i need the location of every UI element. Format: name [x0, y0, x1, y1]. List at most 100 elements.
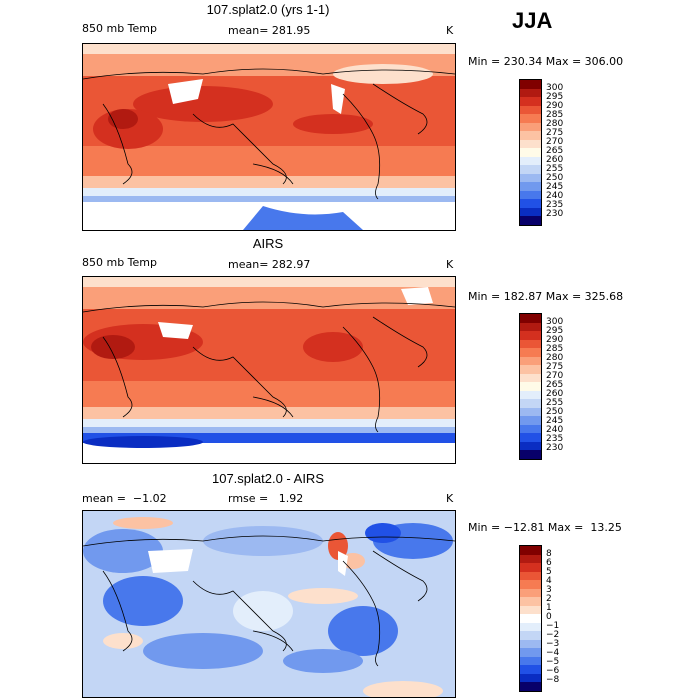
- colorbar-swatch: [520, 554, 541, 564]
- colorbar-tick: 240: [546, 191, 564, 201]
- colorbar-swatch: [520, 571, 541, 581]
- map-panel: [82, 276, 456, 464]
- colorbar-swatch: [520, 639, 541, 649]
- colorbar-swatch: [520, 373, 541, 383]
- colorbar-tick: −6: [546, 666, 560, 676]
- colorbar-tick: −2: [546, 630, 560, 640]
- colorbar-swatch: [520, 382, 541, 392]
- colorbar-tick: −4: [546, 648, 560, 658]
- colorbar-swatch: [520, 339, 541, 349]
- colorbar-labels: 8 6 5 4 3 2 1 0 −1 −2 −3 −4 −5 −6 −8: [546, 545, 586, 690]
- colorbar-swatch: [520, 156, 541, 166]
- colorbar-swatch: [520, 322, 541, 332]
- colorbar-swatch: [520, 114, 541, 124]
- colorbar-swatch: [520, 173, 541, 183]
- colorbar-tick: 230: [546, 209, 564, 219]
- colorbar-swatch: [520, 416, 541, 426]
- colorbar-swatch: [520, 216, 541, 226]
- colorbar-tick: 300: [546, 83, 564, 93]
- colorbar-swatch: [520, 614, 541, 624]
- colorbar-tick: 255: [546, 164, 564, 174]
- colorbar-tick: 1: [546, 603, 552, 613]
- colorbar-tick: 245: [546, 182, 564, 192]
- colorbar-tick: 3: [546, 585, 552, 595]
- map-panel: [82, 510, 456, 698]
- colorbar: [519, 79, 542, 226]
- colorbar-swatch: [520, 165, 541, 175]
- colorbar-swatch: [520, 682, 541, 692]
- colorbar-tick: −3: [546, 639, 560, 649]
- colorbar-tick: 2: [546, 594, 552, 604]
- colorbar-swatch: [520, 365, 541, 375]
- colorbar-tick: −1: [546, 621, 560, 631]
- colorbar-tick: 250: [546, 173, 564, 183]
- panel-title: AIRS: [252, 236, 284, 251]
- colorbar-tick: 285: [546, 344, 564, 354]
- colorbar-tick: 250: [546, 407, 564, 417]
- units-label: K: [446, 24, 454, 37]
- colorbar-swatch: [520, 148, 541, 158]
- colorbar-tick: 265: [546, 380, 564, 390]
- colorbar-tick: 275: [546, 362, 564, 372]
- colorbar-tick: 290: [546, 101, 564, 111]
- colorbar-swatch: [520, 348, 541, 358]
- colorbar-swatch: [520, 190, 541, 200]
- colorbar-tick: 295: [546, 326, 564, 336]
- colorbar-swatch: [520, 588, 541, 598]
- colorbar-tick: 280: [546, 119, 564, 129]
- colorbar-tick: 290: [546, 335, 564, 345]
- minmax-label: Min = 182.87 Max = 325.68: [468, 290, 624, 303]
- colorbar-labels: 300 295 290 285 280 275 270 265 260 255 …: [546, 313, 586, 458]
- colorbar-tick: 235: [546, 434, 564, 444]
- colorbar-tick: 255: [546, 398, 564, 408]
- colorbar-tick: 5: [546, 567, 552, 577]
- colorbar-swatch: [520, 314, 541, 323]
- colorbar-swatch: [520, 673, 541, 683]
- colorbar-tick: 270: [546, 371, 564, 381]
- colorbar-tick: 260: [546, 155, 564, 165]
- variable-label: 850 mb Temp: [82, 22, 158, 35]
- colorbar-tick: 300: [546, 317, 564, 327]
- map-panel: [82, 43, 456, 231]
- colorbar-swatch: [520, 356, 541, 366]
- colorbar-swatch: [520, 648, 541, 658]
- variable-label: 850 mb Temp: [82, 256, 158, 269]
- colorbar-swatch: [520, 97, 541, 107]
- colorbar-tick: 265: [546, 146, 564, 156]
- colorbar-swatch: [520, 631, 541, 641]
- colorbar-swatch: [520, 546, 541, 555]
- colorbar-swatch: [520, 139, 541, 149]
- colorbar-tick: 280: [546, 353, 564, 363]
- units-label: K: [446, 258, 454, 271]
- colorbar-swatch: [520, 605, 541, 615]
- units-label: K: [446, 492, 454, 505]
- panel-title: 107.splat2.0 (yrs 1-1): [206, 2, 330, 17]
- colorbar-tick: 4: [546, 576, 552, 586]
- colorbar: [519, 545, 542, 692]
- colorbar-swatch: [520, 407, 541, 417]
- colorbar-swatch: [520, 597, 541, 607]
- colorbar-tick: 8: [546, 549, 552, 559]
- colorbar-swatch: [520, 441, 541, 451]
- colorbar-swatch: [520, 622, 541, 632]
- difference-map: [83, 511, 455, 697]
- colorbar-swatch: [520, 207, 541, 217]
- temperature-map: [83, 277, 455, 463]
- colorbar-swatch: [520, 182, 541, 192]
- colorbar-swatch: [520, 88, 541, 98]
- colorbar-swatch: [520, 122, 541, 132]
- colorbar-swatch: [520, 563, 541, 573]
- colorbar-tick: 245: [546, 416, 564, 426]
- minmax-label: Min = 230.34 Max = 306.00: [468, 55, 624, 68]
- panel-title: 107.splat2.0 - AIRS: [211, 471, 324, 486]
- colorbar-tick: 260: [546, 389, 564, 399]
- colorbar-swatch: [520, 390, 541, 400]
- colorbar-swatch: [520, 656, 541, 666]
- colorbar: [519, 313, 542, 460]
- colorbar-tick: 270: [546, 137, 564, 147]
- colorbar-labels: 300 295 290 285 280 275 270 265 260 255 …: [546, 79, 586, 224]
- colorbar-tick: 0: [546, 612, 552, 622]
- colorbar-tick: 240: [546, 425, 564, 435]
- colorbar-swatch: [520, 105, 541, 115]
- colorbar-swatch: [520, 665, 541, 675]
